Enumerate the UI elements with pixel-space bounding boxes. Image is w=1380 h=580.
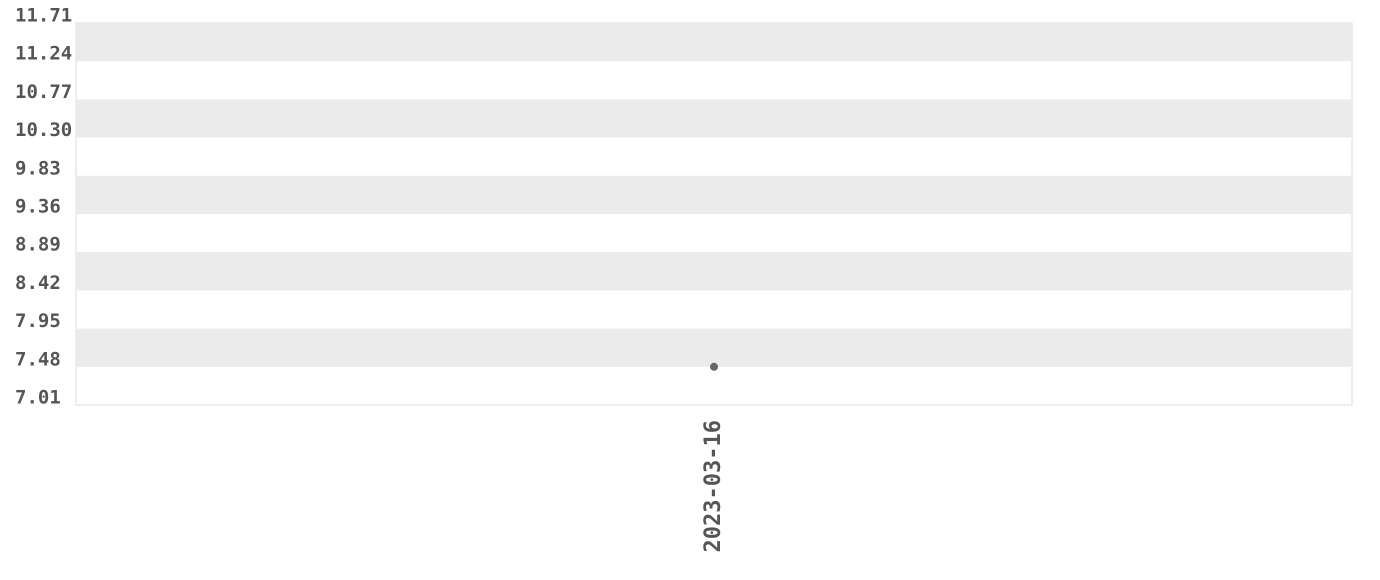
y-tick-label: 10.77 bbox=[15, 81, 72, 103]
y-tick-label: 9.36 bbox=[15, 196, 61, 218]
y-tick-label: 11.24 bbox=[15, 43, 72, 65]
y-tick-label: 8.42 bbox=[15, 272, 61, 294]
y-tick-label: 7.48 bbox=[15, 348, 61, 370]
grid-band bbox=[76, 175, 1352, 214]
y-tick-label: 11.71 bbox=[15, 5, 72, 27]
y-tick-label: 7.95 bbox=[15, 310, 61, 332]
grid-band bbox=[76, 99, 1352, 138]
y-tick-label: 7.01 bbox=[15, 387, 61, 409]
grid-band bbox=[76, 252, 1352, 291]
grid-band bbox=[76, 23, 1352, 62]
y-tick-label: 9.83 bbox=[15, 157, 61, 179]
y-tick-label: 8.89 bbox=[15, 234, 61, 256]
x-tick-label: 2023-03-16 bbox=[701, 420, 726, 552]
y-tick-label: 10.30 bbox=[15, 119, 72, 141]
point bbox=[710, 362, 718, 371]
grid-band bbox=[76, 328, 1352, 367]
